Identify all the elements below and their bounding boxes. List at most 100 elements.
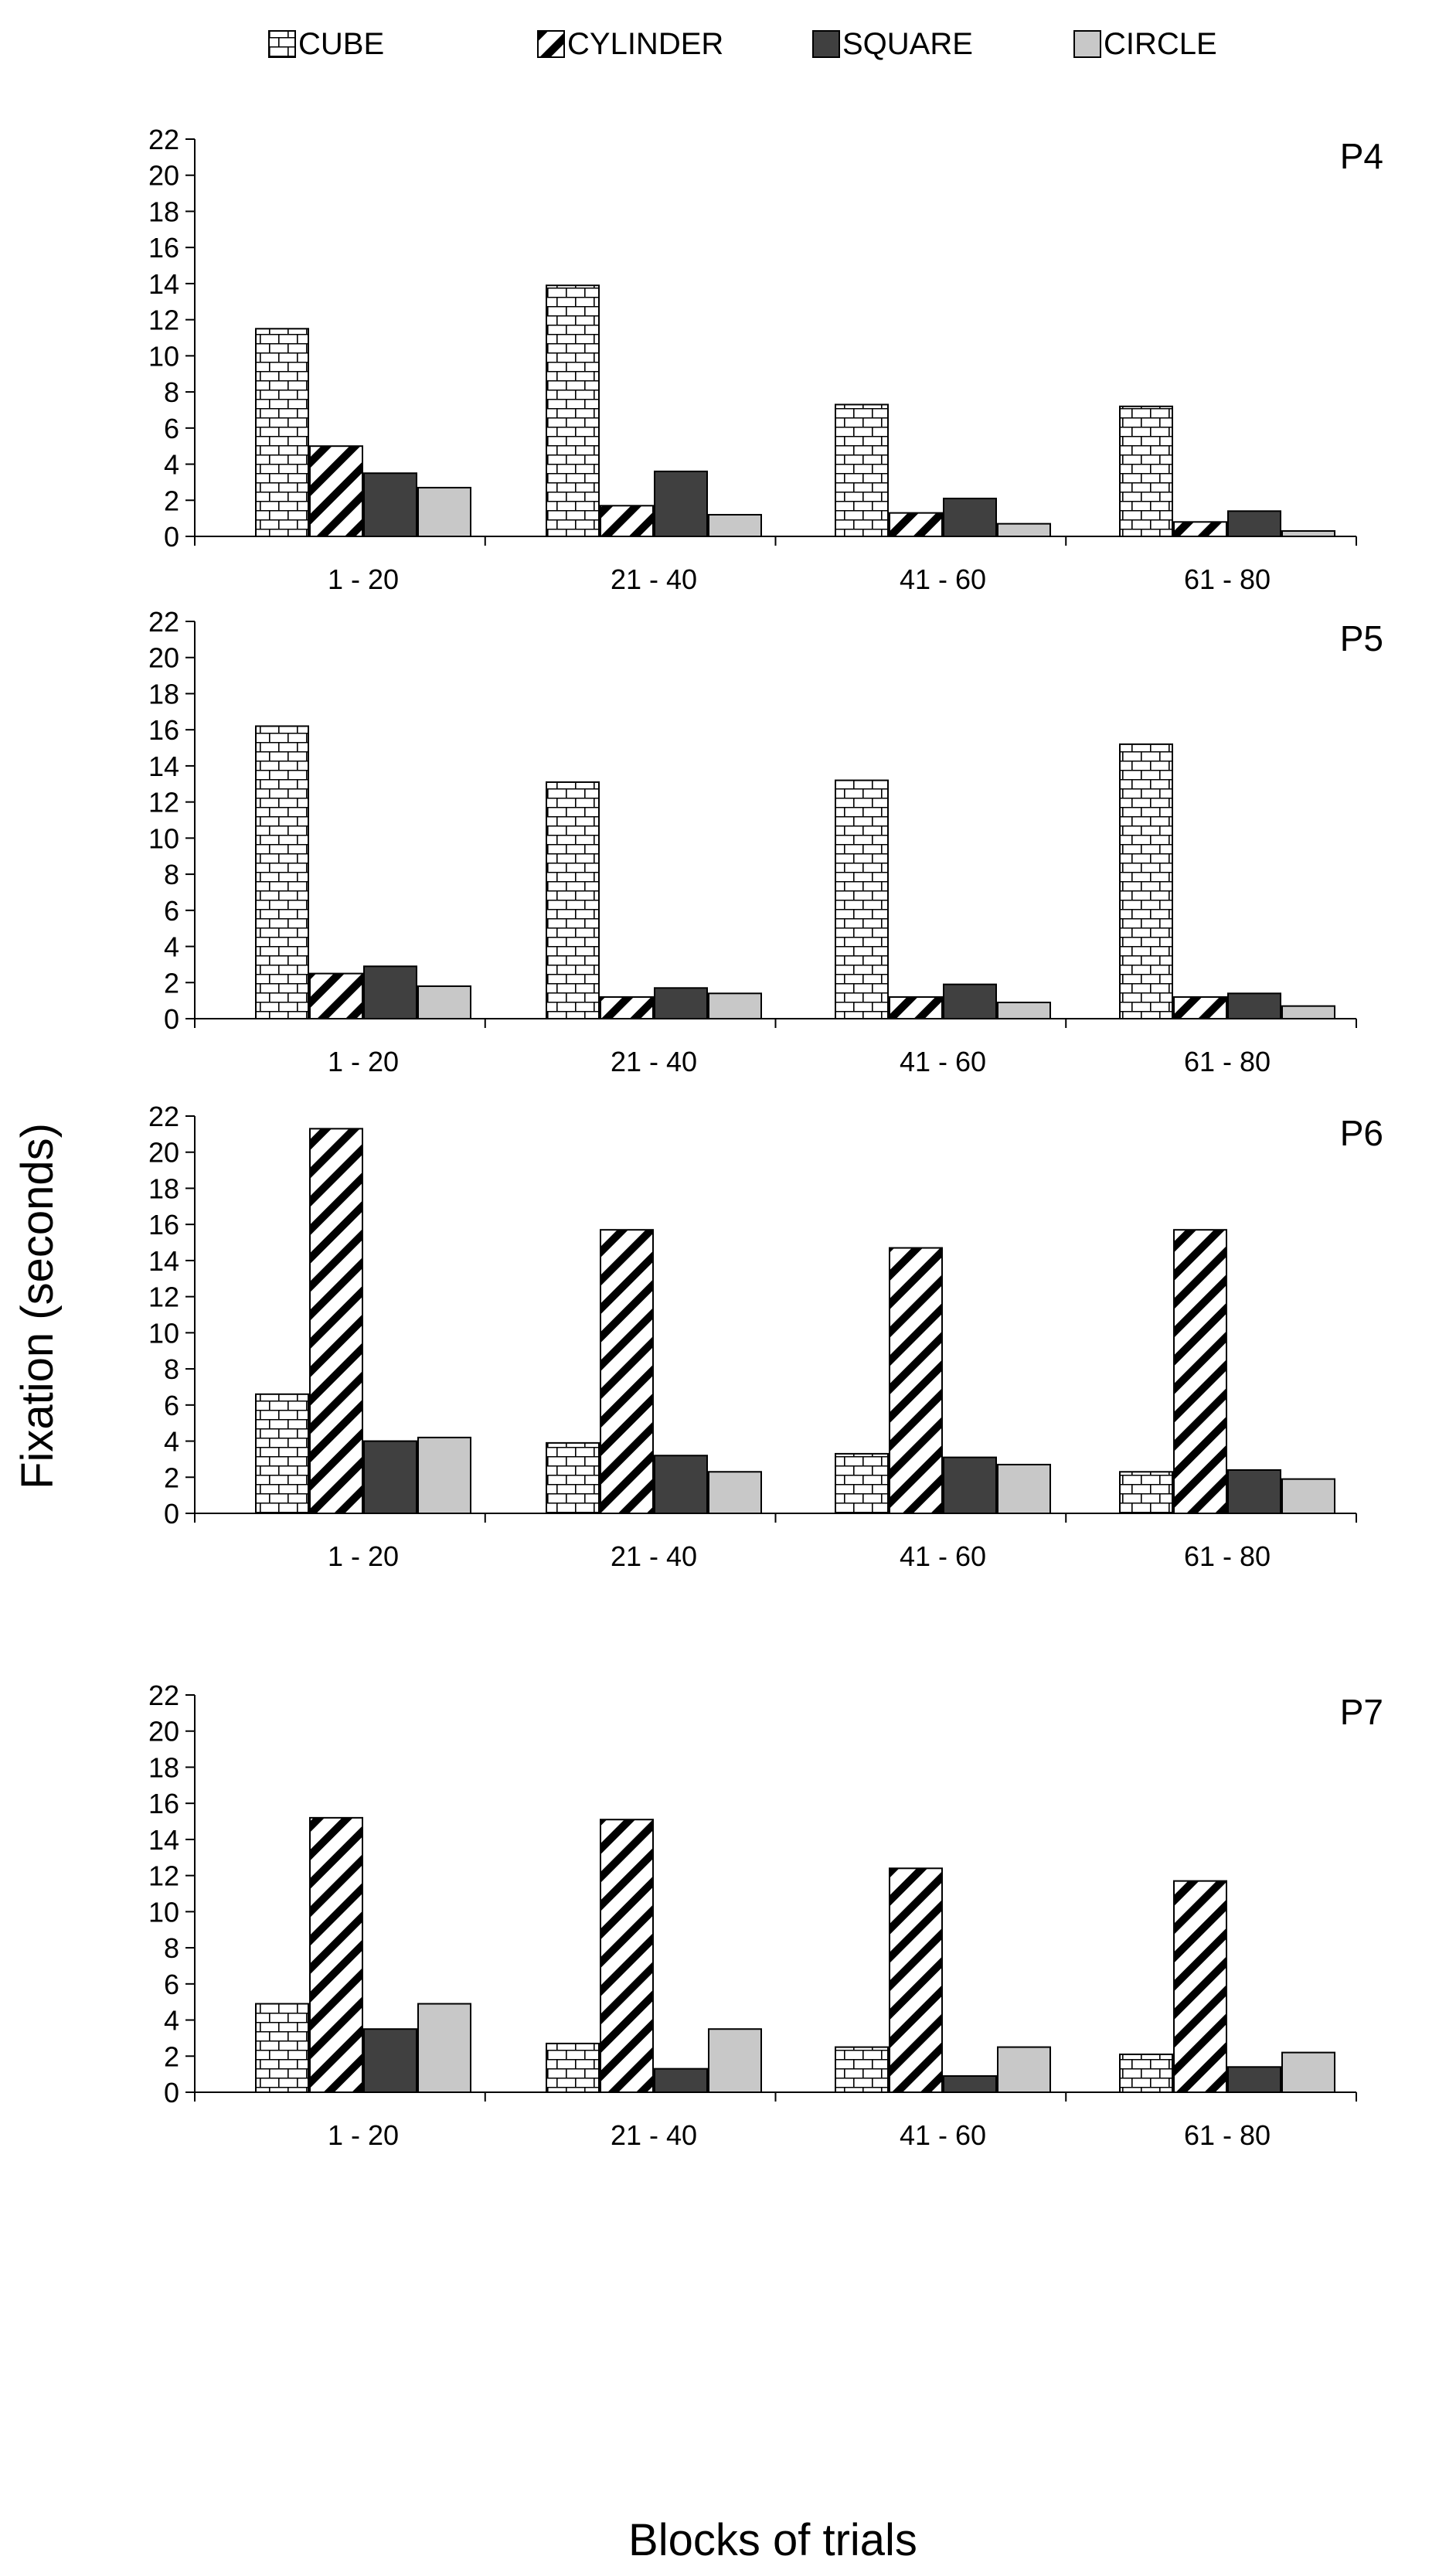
bar-p6-circle-1 [417, 1436, 471, 1514]
bar-p6-cylinder-4 [1173, 1229, 1227, 1514]
y-tick-label: 2 [164, 485, 179, 516]
bar-p7-cube-4 [1119, 2053, 1173, 2093]
bar-p6-circle-4 [1281, 1478, 1335, 1515]
legend-swatch-square [812, 30, 840, 58]
legend-item-circle: CIRCLE [1073, 27, 1217, 61]
bar-p5-circle-4 [1281, 1005, 1335, 1020]
bar-p4-cylinder-3 [889, 512, 943, 537]
bar-p6-cube-2 [546, 1441, 600, 1515]
bar-p5-circle-3 [997, 1001, 1051, 1020]
x-tick-label: 1 - 20 [328, 1046, 399, 1077]
y-tick-label: 4 [164, 931, 179, 963]
y-tick-label: 20 [148, 1716, 179, 1748]
x-tick-label: 41 - 60 [900, 2119, 986, 2151]
bar-p5-cylinder-3 [889, 996, 943, 1019]
legend-swatch-cube [268, 30, 296, 58]
bar-p7-cube-3 [835, 2046, 889, 2093]
y-tick-label: 16 [148, 1788, 179, 1819]
bar-p7-square-4 [1227, 2066, 1281, 2094]
y-tick-label: 12 [148, 1860, 179, 1892]
bar-p6-cube-4 [1119, 1471, 1173, 1515]
legend-label: CIRCLE [1104, 27, 1217, 61]
bar-p6-circle-3 [997, 1463, 1051, 1515]
bar-p6-square-1 [363, 1440, 417, 1514]
y-tick-label: 2 [164, 2040, 179, 2072]
bar-p7-cylinder-4 [1173, 1880, 1227, 2094]
legend-item-cube: CUBE [268, 27, 384, 61]
y-tick-label: 4 [164, 449, 179, 481]
bar-p7-cylinder-1 [309, 1816, 363, 2094]
y-tick-label: 22 [148, 606, 179, 638]
bar-p5-square-1 [363, 965, 417, 1020]
bar-p7-square-2 [654, 2068, 708, 2093]
y-tick-label: 4 [164, 1426, 179, 1458]
y-tick-label: 6 [164, 413, 179, 444]
bar-p4-cube-1 [255, 328, 309, 537]
bar-p4-square-2 [654, 470, 708, 538]
y-tick-label: 22 [148, 1101, 179, 1132]
y-tick-label: 12 [148, 1281, 179, 1313]
y-tick-label: 16 [148, 714, 179, 746]
bar-p6-square-4 [1227, 1469, 1281, 1514]
legend-label: CUBE [298, 27, 384, 61]
y-tick-label: 14 [148, 1824, 179, 1856]
x-axis-title: Blocks of trials [628, 2515, 917, 2565]
y-tick-label: 18 [148, 1751, 179, 1783]
x-tick-label: 21 - 40 [611, 1540, 697, 1572]
y-tick-label: 2 [164, 1462, 179, 1493]
y-tick-label: 14 [148, 268, 179, 300]
bar-p7-square-1 [363, 2028, 417, 2094]
bar-p5-square-4 [1227, 992, 1281, 1019]
bar-p6-cube-1 [255, 1393, 309, 1515]
legend-swatch-circle [1073, 30, 1101, 58]
bar-p6-square-2 [654, 1455, 708, 1514]
y-tick-label: 18 [148, 678, 179, 710]
bar-p7-circle-2 [708, 2028, 762, 2094]
bar-p4-cube-3 [835, 403, 889, 537]
y-tick-label: 10 [148, 1896, 179, 1928]
y-tick-label: 12 [148, 787, 179, 819]
bar-p5-cube-4 [1119, 743, 1173, 1019]
x-tick-label: 61 - 80 [1184, 563, 1271, 595]
legend-item-cylinder: CYLINDER [537, 27, 723, 61]
bar-p4-circle-4 [1281, 529, 1335, 537]
x-tick-label: 21 - 40 [611, 2119, 697, 2151]
x-tick-label: 1 - 20 [328, 1540, 399, 1572]
y-tick-label: 8 [164, 859, 179, 890]
x-tick-label: 41 - 60 [900, 563, 986, 595]
x-tick-label: 21 - 40 [611, 563, 697, 595]
bar-p6-circle-2 [708, 1471, 762, 1515]
bar-p6-cylinder-1 [309, 1128, 363, 1514]
bar-p4-cylinder-2 [600, 505, 654, 537]
y-tick-label: 6 [164, 1969, 179, 2000]
y-tick-label: 20 [148, 1137, 179, 1169]
bar-p7-cube-1 [255, 2003, 309, 2093]
bar-p6-cube-3 [835, 1452, 889, 1515]
y-tick-label: 14 [148, 1245, 179, 1277]
bar-p7-cylinder-3 [889, 1867, 943, 2094]
legend-swatch-cylinder [537, 30, 565, 58]
y-tick-label: 10 [148, 340, 179, 372]
y-tick-label: 16 [148, 1209, 179, 1241]
panel-p4: 0 2 4 6 8 10 12 14 16 18 20 22 1 - 20 21 - 40 41 - 60 6… [148, 124, 1383, 595]
y-tick-label: 8 [164, 1353, 179, 1385]
panel-label: P4 [1340, 136, 1383, 176]
bar-p5-cylinder-4 [1173, 996, 1227, 1019]
y-tick-label: 18 [148, 196, 179, 227]
bar-p7-square-3 [943, 2074, 997, 2093]
bar-p6-cylinder-2 [600, 1229, 654, 1514]
bar-p7-circle-4 [1281, 2051, 1335, 2094]
bar-p4-cube-2 [546, 284, 600, 537]
x-tick-label: 21 - 40 [611, 1046, 697, 1077]
y-tick-label: 8 [164, 376, 179, 408]
y-tick-label: 0 [164, 2077, 179, 2108]
y-tick-label: 4 [164, 2005, 179, 2037]
y-tick-label: 0 [164, 1498, 179, 1530]
y-tick-label: 2 [164, 967, 179, 999]
panel-label: P5 [1340, 618, 1383, 659]
panel-label: P7 [1340, 1692, 1383, 1732]
bar-p7-circle-1 [417, 2003, 471, 2093]
